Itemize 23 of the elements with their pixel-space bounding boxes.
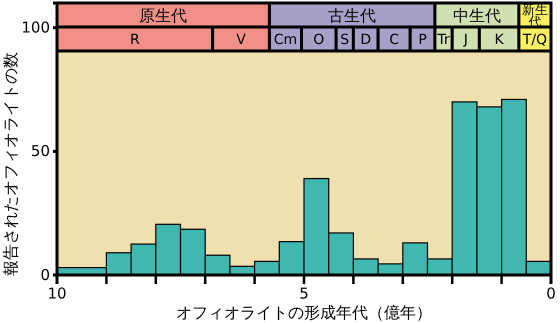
band-label: V: [236, 32, 246, 48]
band-label: 古生代: [328, 6, 376, 25]
y-tick-label: 50: [30, 142, 50, 160]
x-axis-title: オフィオライトの形成年代（億年）: [176, 303, 432, 322]
band-label: P: [418, 32, 427, 48]
x-tick-label: 0: [546, 284, 556, 303]
x-tick-label: 5: [299, 284, 309, 303]
band-label: R: [130, 32, 140, 48]
band-label: Cm: [274, 32, 298, 48]
band-label: 中生代: [452, 6, 501, 25]
band-label: S: [340, 32, 350, 48]
x-tick-label: 10: [47, 284, 67, 303]
band-label: J: [462, 32, 468, 48]
band-label: C: [389, 32, 400, 48]
band-label: O: [313, 32, 324, 48]
band-label: 原生代: [139, 6, 188, 25]
band-label: T/Q: [522, 32, 548, 48]
y-tick-label: 100: [21, 18, 50, 37]
band-label: K: [494, 32, 505, 48]
band-label: D: [360, 32, 372, 48]
y-tick-label: 0: [40, 266, 50, 284]
band-label: Tr: [436, 32, 450, 48]
y-axis-title: 報告されたオフィオライトの数: [1, 52, 20, 276]
